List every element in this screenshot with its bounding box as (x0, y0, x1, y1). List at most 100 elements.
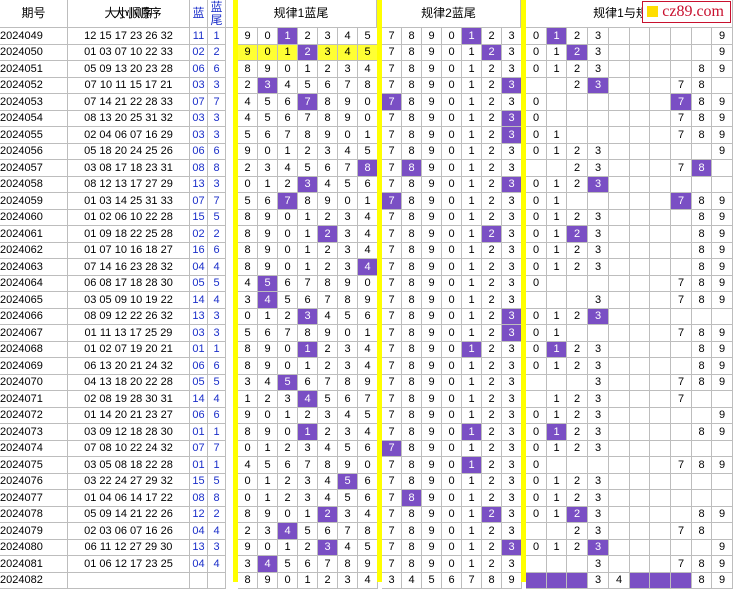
rule12-cell: 2 (567, 160, 588, 177)
rule12-cell: 0 (526, 177, 547, 193)
rule1-cell: 5 (338, 309, 358, 325)
rule1-cell: 7 (338, 78, 358, 94)
rule1-cell: 1 (298, 226, 318, 243)
rule2-cell: 1 (462, 358, 482, 375)
site-logo[interactable]: cz89.com (642, 1, 731, 23)
rule2-cell: 1 (462, 507, 482, 523)
rule1-cell: 0 (278, 259, 298, 276)
rule12-cell: 1 (547, 210, 567, 226)
sorted-numbers-cell: 03 05 08 18 22 28 (68, 457, 190, 474)
rule1-cell: 5 (358, 28, 378, 45)
rule2-cell: 7 (382, 474, 402, 490)
rule2-cell: 1 (462, 127, 482, 144)
rule2-cell: 7 (382, 177, 402, 193)
rule12-cell (567, 276, 588, 292)
rule12-cell (609, 556, 630, 573)
rule2-cell: 8 (402, 144, 422, 160)
rule12-cell (671, 358, 692, 375)
rule1-cell: 1 (298, 358, 318, 375)
rule12-cell: 0 (526, 457, 547, 474)
rule1-cell: 3 (258, 78, 278, 94)
sorted-numbers-cell: 07 08 10 22 24 32 (68, 441, 190, 457)
rule12-cell: 3 (588, 226, 609, 243)
rule1-cell: 3 (338, 342, 358, 358)
rule2-cell: 1 (462, 210, 482, 226)
rule12-cell (609, 540, 630, 556)
rule1-cell: 4 (258, 292, 278, 309)
rule1-cell: 4 (358, 210, 378, 226)
rule2-cell: 2 (482, 342, 502, 358)
rule1-cell: 2 (318, 424, 338, 441)
rule1-cell: 9 (258, 226, 278, 243)
rule1-cell: 7 (298, 94, 318, 111)
rule2-cell: 2 (482, 61, 502, 78)
rule12-cell: 1 (547, 325, 567, 342)
rule12-cell: 8 (692, 523, 712, 540)
rule1-cell: 9 (258, 259, 278, 276)
rule1-cell: 1 (298, 342, 318, 358)
rule1-cell: 1 (298, 259, 318, 276)
rule12-cell: 7 (671, 375, 692, 391)
blue-cell: 07 (190, 94, 208, 111)
blue-cell: 14 (190, 391, 208, 408)
rule1-cell: 6 (318, 78, 338, 94)
rule1-cell: 8 (338, 375, 358, 391)
rule12-cell (712, 441, 733, 457)
rule2-cell: 7 (382, 28, 402, 45)
rule12-cell (609, 28, 630, 45)
rule12-cell: 3 (588, 78, 609, 94)
rule1-cell: 1 (298, 61, 318, 78)
rule12-cell (650, 408, 671, 424)
rule2-cell: 1 (462, 457, 482, 474)
rule12-cell (630, 540, 650, 556)
blue-cell: 14 (190, 292, 208, 309)
rule2-cell: 1 (462, 424, 482, 441)
blue-cell: 03 (190, 127, 208, 144)
rule12-cell: 1 (547, 193, 567, 210)
rule2-cell: 2 (482, 325, 502, 342)
rule12-cell: 7 (671, 457, 692, 474)
blue-cell: 06 (190, 144, 208, 160)
rule1-cell: 0 (278, 226, 298, 243)
rule12-cell (671, 61, 692, 78)
rule1-cell: 1 (258, 177, 278, 193)
rule12-cell (650, 243, 671, 259)
sorted-numbers-cell: 02 04 06 07 16 29 (68, 127, 190, 144)
rule12-cell: 9 (712, 94, 733, 111)
rule2-cell: 1 (462, 408, 482, 424)
rule1-cell: 8 (318, 457, 338, 474)
rule1-cell: 4 (258, 375, 278, 391)
rule2-cell: 0 (442, 457, 462, 474)
rule12-cell (630, 259, 650, 276)
rule2-cell: 8 (402, 259, 422, 276)
rule12-cell: 2 (567, 243, 588, 259)
rule12-cell (526, 523, 547, 540)
blue-tail-cell: 6 (208, 408, 226, 424)
rule2-cell: 0 (442, 111, 462, 127)
rule2-cell: 1 (462, 61, 482, 78)
rule12-cell: 7 (671, 556, 692, 573)
rule2-cell: 8 (402, 160, 422, 177)
rule2-cell: 2 (482, 457, 502, 474)
rule12-cell: 8 (692, 210, 712, 226)
rule1-cell: 8 (238, 226, 258, 243)
rule12-cell (547, 292, 567, 309)
rule12-cell: 1 (547, 540, 567, 556)
rule2-cell: 0 (442, 28, 462, 45)
rule2-cell: 1 (462, 292, 482, 309)
rule1-cell: 4 (338, 45, 358, 61)
rule2-cell: 0 (442, 94, 462, 111)
rule12-cell: 8 (692, 292, 712, 309)
rule12-cell (712, 474, 733, 490)
rule1-cell: 5 (338, 177, 358, 193)
sorted-numbers-cell: 08 13 20 25 31 32 (68, 111, 190, 127)
rule12-cell (650, 490, 671, 507)
rule12-cell: 3 (588, 177, 609, 193)
rule12-cell: 2 (567, 358, 588, 375)
rule12-cell (588, 276, 609, 292)
rule2-cell: 3 (502, 490, 522, 507)
rule1-cell: 8 (238, 507, 258, 523)
blue-cell: 13 (190, 540, 208, 556)
rule1-cell: 6 (298, 375, 318, 391)
rule12-cell (609, 457, 630, 474)
